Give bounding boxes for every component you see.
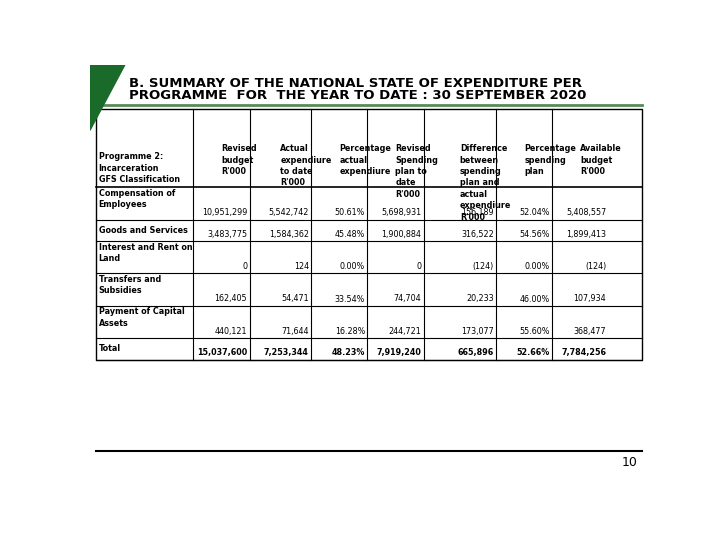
Text: 71,644: 71,644 xyxy=(282,327,309,336)
Text: 1,899,413: 1,899,413 xyxy=(566,230,606,239)
Text: 74,704: 74,704 xyxy=(394,294,421,303)
Text: 5,542,742: 5,542,742 xyxy=(269,208,309,217)
Text: (124): (124) xyxy=(472,262,494,271)
Text: 440,121: 440,121 xyxy=(215,327,247,336)
Text: Compensation of
Employees: Compensation of Employees xyxy=(99,189,175,209)
Text: 124: 124 xyxy=(294,262,309,271)
Polygon shape xyxy=(90,65,125,130)
Text: 368,477: 368,477 xyxy=(574,327,606,336)
Text: 16.28%: 16.28% xyxy=(335,327,365,336)
Text: 107,934: 107,934 xyxy=(574,294,606,303)
Text: 156,189: 156,189 xyxy=(462,208,494,217)
Bar xyxy=(96,109,642,360)
Text: 162,405: 162,405 xyxy=(215,294,247,303)
Text: 3,483,775: 3,483,775 xyxy=(207,230,247,239)
Text: 5,408,557: 5,408,557 xyxy=(566,208,606,217)
Text: Available
budget
R'000: Available budget R'000 xyxy=(580,144,622,176)
Text: Transfers and
Subsidies: Transfers and Subsidies xyxy=(99,275,161,295)
Text: 46.00%: 46.00% xyxy=(520,294,550,303)
Text: 0: 0 xyxy=(242,262,247,271)
Text: 244,721: 244,721 xyxy=(389,327,421,336)
Text: 0.00%: 0.00% xyxy=(340,262,365,271)
Text: 665,896: 665,896 xyxy=(457,348,494,357)
Text: 52.66%: 52.66% xyxy=(517,348,550,357)
Text: Interest and Rent on
Land: Interest and Rent on Land xyxy=(99,242,192,263)
Text: Percentage
spending
plan: Percentage spending plan xyxy=(524,144,576,176)
Text: 7,253,344: 7,253,344 xyxy=(264,348,309,357)
Text: 0: 0 xyxy=(416,262,421,271)
Text: 20,233: 20,233 xyxy=(466,294,494,303)
Text: Programme 2:
Incarceration
GFS Classification: Programme 2: Incarceration GFS Classific… xyxy=(99,152,180,184)
Text: 0.00%: 0.00% xyxy=(525,262,550,271)
Text: 7,919,240: 7,919,240 xyxy=(377,348,421,357)
Text: 173,077: 173,077 xyxy=(461,327,494,336)
Text: 10: 10 xyxy=(621,456,637,469)
Text: 1,584,362: 1,584,362 xyxy=(269,230,309,239)
Text: 33.54%: 33.54% xyxy=(335,294,365,303)
Text: Goods and Services: Goods and Services xyxy=(99,226,187,235)
Text: 316,522: 316,522 xyxy=(461,230,494,239)
Text: Revised
Spending
plan to
date
R'000: Revised Spending plan to date R'000 xyxy=(395,144,438,199)
Text: 45.48%: 45.48% xyxy=(335,230,365,239)
Text: 7,784,256: 7,784,256 xyxy=(561,348,606,357)
Text: PROGRAMME  FOR  THE YEAR TO DATE : 30 SEPTEMBER 2020: PROGRAMME FOR THE YEAR TO DATE : 30 SEPT… xyxy=(129,89,586,102)
Text: 54.56%: 54.56% xyxy=(520,230,550,239)
Text: 54,471: 54,471 xyxy=(282,294,309,303)
Text: 55.60%: 55.60% xyxy=(520,327,550,336)
Text: 52.04%: 52.04% xyxy=(520,208,550,217)
Text: Revised
budget
R'000: Revised budget R'000 xyxy=(222,144,257,176)
Text: 5,698,931: 5,698,931 xyxy=(381,208,421,217)
Text: (124): (124) xyxy=(585,262,606,271)
Text: Payment of Capital
Assets: Payment of Capital Assets xyxy=(99,307,184,328)
Text: Actual
expendiure
to date
R'000: Actual expendiure to date R'000 xyxy=(280,144,332,187)
Text: 48.23%: 48.23% xyxy=(332,348,365,357)
Text: 15,037,600: 15,037,600 xyxy=(197,348,247,357)
Text: Total: Total xyxy=(99,345,121,354)
Text: B. SUMMARY OF THE NATIONAL STATE OF EXPENDITURE PER: B. SUMMARY OF THE NATIONAL STATE OF EXPE… xyxy=(129,77,582,90)
Text: 50.61%: 50.61% xyxy=(335,208,365,217)
Text: 10,951,299: 10,951,299 xyxy=(202,208,247,217)
Text: Percentage
actual
expendiure: Percentage actual expendiure xyxy=(339,144,391,176)
Text: Difference
between
spending
plan and
actual
expendiure
R'000: Difference between spending plan and act… xyxy=(460,144,511,222)
Text: 1,900,884: 1,900,884 xyxy=(382,230,421,239)
